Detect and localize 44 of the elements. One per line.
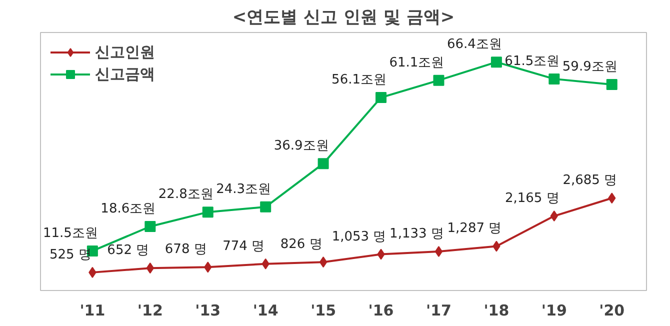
x-tick-label: '18 (484, 302, 510, 320)
x-tick-label: '12 (137, 302, 163, 320)
data-label: 652 명 (107, 243, 150, 258)
x-tick-label: '11 (80, 302, 106, 320)
data-label: 24.3조원 (216, 182, 272, 197)
data-label: 18.6조원 (100, 202, 156, 217)
point (319, 256, 328, 268)
data-label: 2,685 명 (562, 173, 618, 188)
chart-title: <연도별 신고 인원 및 금액> (232, 8, 455, 28)
legend-label: 신고인원 (95, 42, 155, 62)
data-label: 826 명 (280, 237, 322, 252)
data-label: 1,053 명 (332, 229, 386, 244)
data-label: 2,165 명 (504, 191, 560, 206)
data-label: 1,287 명 (447, 221, 502, 236)
data-label: 22.8조원 (158, 187, 214, 202)
data-label: 36.9조원 (274, 138, 329, 154)
data-label: 66.4조원 (446, 37, 502, 52)
data-label: 56.1조원 (332, 72, 386, 88)
point (144, 221, 156, 232)
point (434, 246, 443, 258)
point (202, 206, 214, 218)
point (376, 92, 387, 104)
data-label: 59.9조원 (562, 59, 618, 74)
data-label: 774 명 (222, 238, 265, 254)
legend-label: 신고금액 (95, 64, 155, 84)
x-tick-label: '14 (252, 302, 278, 320)
data-label: 61.5조원 (504, 54, 560, 69)
x-tick-label: '19 (541, 302, 567, 320)
point (433, 74, 444, 86)
point (606, 78, 618, 90)
x-tick-label: '15 (310, 302, 336, 320)
x-tick-label: '16 (368, 302, 394, 320)
point (548, 73, 560, 84)
x-tick-label: '13 (195, 302, 221, 320)
data-label: 61.1조원 (389, 55, 444, 70)
data-label: 11.5조원 (42, 226, 98, 241)
data-label: 525 명 (49, 247, 92, 262)
data-label: 678 명 (164, 242, 207, 258)
data-label: 1,133 명 (390, 226, 444, 242)
point (260, 201, 272, 212)
x-tick-label: '20 (599, 302, 625, 320)
x-tick-label: '17 (426, 302, 452, 320)
point (318, 158, 329, 170)
point (490, 56, 502, 68)
